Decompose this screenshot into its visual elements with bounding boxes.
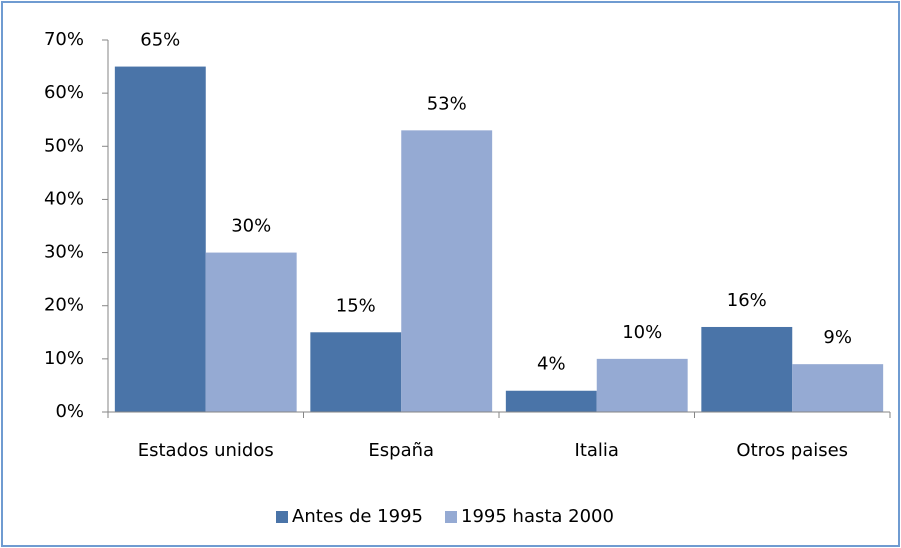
- bar: [701, 326, 793, 412]
- data-label: 9%: [823, 327, 852, 348]
- data-label: 65%: [140, 30, 180, 51]
- data-label: 10%: [622, 322, 662, 343]
- y-tick-label: 70%: [44, 29, 84, 50]
- data-label: 15%: [336, 295, 376, 316]
- bar: [310, 332, 402, 412]
- y-tick-label: 10%: [44, 348, 84, 369]
- bar: [596, 358, 688, 412]
- y-tick-label: 40%: [44, 188, 84, 209]
- data-label: 4%: [537, 354, 566, 375]
- legend-label: Antes de 1995: [292, 506, 423, 527]
- bar: [114, 66, 206, 413]
- y-tick-label: 50%: [44, 135, 84, 156]
- legend-swatch: [445, 511, 457, 523]
- bar: [792, 364, 884, 412]
- data-label: 16%: [727, 290, 767, 311]
- legend-label: 1995 hasta 2000: [461, 506, 614, 527]
- bar: [205, 252, 297, 412]
- x-tick-label: Otros paises: [736, 440, 848, 461]
- bar: [401, 130, 493, 413]
- y-tick-label: 30%: [44, 242, 84, 263]
- x-tick-label: España: [368, 440, 434, 461]
- x-tick-label: Italia: [575, 440, 619, 461]
- data-label: 30%: [231, 216, 271, 237]
- legend-swatch: [276, 511, 288, 523]
- data-label: 53%: [427, 93, 467, 114]
- y-tick-label: 60%: [44, 82, 84, 103]
- y-tick-label: 0%: [55, 401, 84, 422]
- bar: [505, 390, 597, 412]
- x-tick-label: Estados unidos: [138, 440, 274, 461]
- y-tick-label: 20%: [44, 295, 84, 316]
